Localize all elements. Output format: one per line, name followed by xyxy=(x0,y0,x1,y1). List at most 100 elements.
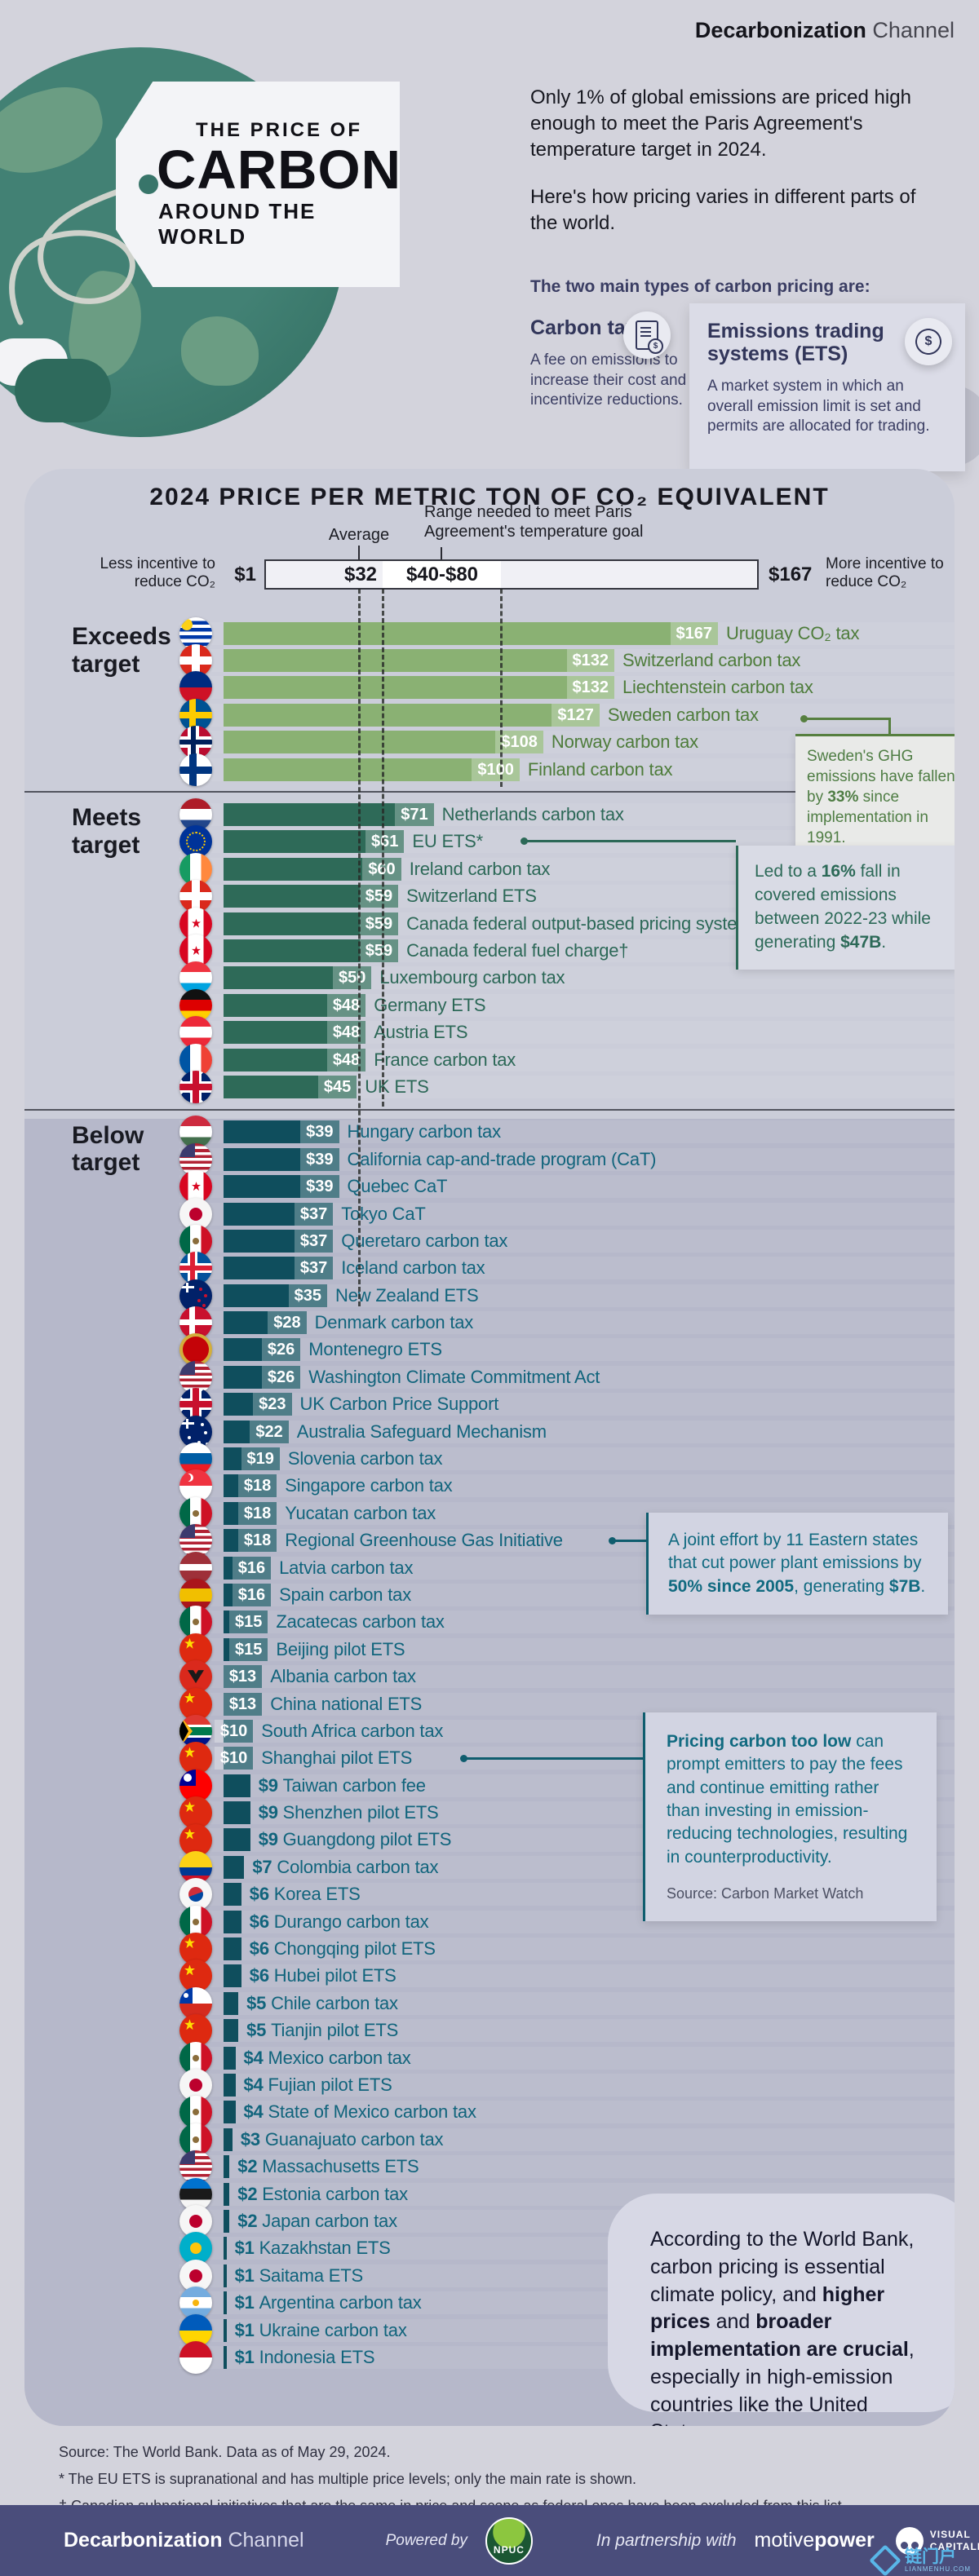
price-label: $4 xyxy=(243,2074,268,2095)
hu-flag-icon xyxy=(179,1116,212,1149)
section-label: Below target xyxy=(72,1121,144,1177)
program-label: UK Carbon Price Support xyxy=(299,1394,499,1415)
price-label: $71 xyxy=(395,803,434,827)
us-flag-icon xyxy=(179,1360,212,1394)
program-label: Australia Safeguard Mechanism xyxy=(296,1421,547,1442)
callout-source: Source: Carbon Market Watch xyxy=(667,1885,864,1902)
jp-flag-icon xyxy=(179,2069,212,2102)
program-label: Denmark carbon tax xyxy=(314,1312,474,1333)
price-bar xyxy=(224,2046,236,2070)
bar-row: $5 Chile carbon tax xyxy=(179,1986,955,2020)
ets-title: Emissions trading systems (ETS) xyxy=(707,320,884,365)
carbon-tax-icon-circle: $ xyxy=(623,312,671,359)
price-bar: $59 xyxy=(224,912,399,935)
price-bar: $35 xyxy=(224,1284,327,1307)
us-flag-icon xyxy=(179,2150,212,2184)
mx-flag-icon xyxy=(179,2123,212,2156)
program-label: $9 Shenzhen pilot ETS xyxy=(258,1802,439,1823)
price-bar: $45 xyxy=(224,1075,357,1098)
price-label: $39 xyxy=(300,1147,339,1171)
footer-bar: Decarbonization Channel Powered by NPUC … xyxy=(0,2505,979,2576)
bar-row: $26 Washington Climate Commitment Act xyxy=(179,1360,955,1394)
price-bar xyxy=(224,2019,239,2043)
bar-row: $3 Guanajuato carbon tax xyxy=(179,2123,955,2156)
rggi-callout-line xyxy=(614,1540,646,1542)
price-label: $15 xyxy=(229,1637,268,1661)
section-divider xyxy=(24,1108,955,1111)
price-bar: $39 xyxy=(224,1120,339,1144)
paris-range-caption: Range needed to meet Paris Agreement's t… xyxy=(424,503,644,541)
price-label: $5 xyxy=(246,1992,272,2013)
jp-flag-icon xyxy=(179,1197,212,1231)
ua-flag-icon xyxy=(179,2313,212,2347)
price-bar: $15 xyxy=(224,1637,268,1661)
cn-flag-icon xyxy=(179,1742,212,1775)
bar-row: $39 California cap-and-trade program (CaT… xyxy=(179,1142,955,1176)
bar-row: $15 Zacatecas carbon tax xyxy=(179,1606,955,1639)
price-label: $1 xyxy=(234,2346,259,2367)
bar-row: $127 Sweden carbon tax xyxy=(179,698,955,731)
program-label: $6 Chongqing pilot ETS xyxy=(249,1938,436,1960)
price-label: $9 xyxy=(258,1774,283,1796)
bar-row: $15 Beijing pilot ETS xyxy=(179,1633,955,1666)
footer-brand[interactable]: Decarbonization Channel xyxy=(64,2529,304,2552)
price-bar: $16 xyxy=(224,1556,272,1580)
page-title: CARBON xyxy=(156,139,402,201)
price-bar: $167 xyxy=(224,621,718,645)
uy-flag-icon xyxy=(179,616,212,650)
us-flag-icon xyxy=(179,1524,212,1558)
motivepower-logo-light: motive xyxy=(754,2529,815,2552)
visual-capitalist-logo[interactable]: VISUAL CAPITALIST xyxy=(895,2526,979,2555)
price-label: $5 xyxy=(246,2020,272,2041)
program-label: Shanghai pilot ETS xyxy=(261,1748,413,1769)
se-flag-icon xyxy=(179,698,212,731)
price-label: $35 xyxy=(288,1284,327,1307)
motivepower-logo[interactable]: motivepower xyxy=(755,2529,875,2552)
ets-description: A market system in which an overall emis… xyxy=(707,378,930,435)
price-bar: $60 xyxy=(224,857,401,881)
price-label: $1 xyxy=(234,2292,259,2313)
bar-row: $37 Tokyo CaT xyxy=(179,1197,955,1231)
bar-row: $48 Austria ETS xyxy=(179,1016,955,1049)
program-label: Hungary carbon tax xyxy=(347,1121,502,1142)
price-label: $6 xyxy=(249,1938,274,1960)
kr-flag-icon xyxy=(179,1878,212,1911)
program-label: Canada federal output-based pricing syst… xyxy=(406,912,762,934)
title-line3: AROUND THE WORLD xyxy=(158,199,317,250)
program-label: UK ETS xyxy=(365,1076,429,1097)
bar-row: $4 Mexico carbon tax xyxy=(179,2041,955,2074)
price-bar: $59 xyxy=(224,885,399,908)
eu-callout-dot xyxy=(521,837,528,845)
price-label: $132 xyxy=(566,676,614,700)
price-bar xyxy=(224,2237,227,2260)
price-bar xyxy=(224,1774,250,1797)
program-label: California cap-and-trade program (CaT) xyxy=(347,1148,657,1169)
price-bar: $100 xyxy=(224,758,520,781)
continent-shape xyxy=(181,316,259,386)
bar-row: $5 Tianjin pilot ETS xyxy=(179,2014,955,2048)
program-label: $6 Durango carbon tax xyxy=(249,1911,429,1932)
fr-flag-icon xyxy=(179,1043,212,1076)
price-label: $2 xyxy=(237,2210,263,2231)
price-bar: $71 xyxy=(224,803,434,827)
range-min-reference-line xyxy=(382,589,384,1107)
intro-paragraph-1: Only 1% of global emissions are priced h… xyxy=(530,86,911,161)
mx-flag-icon xyxy=(179,2096,212,2129)
npuc-logo[interactable]: NPUC xyxy=(485,2516,533,2565)
uk-flag-icon xyxy=(179,1070,212,1103)
paris-range-label: $40-$80 xyxy=(405,563,479,585)
price-label: $9 xyxy=(258,1802,283,1823)
brand-logo[interactable]: Decarbonization Channel xyxy=(695,18,955,43)
price-bar xyxy=(224,2345,227,2369)
bar-row: $2 Massachusetts ETS xyxy=(179,2150,955,2184)
price-bar xyxy=(224,2209,230,2233)
ca-flag-icon xyxy=(179,935,212,967)
program-label: $2 Japan carbon tax xyxy=(237,2210,397,2231)
price-label: $7 xyxy=(252,1856,277,1877)
program-label: $6 Hubei pilot ETS xyxy=(249,1965,396,1986)
price-label: $18 xyxy=(237,1529,277,1553)
bar-row: $59 Canada federal fuel charge† xyxy=(179,935,955,967)
jp-flag-icon xyxy=(179,2259,212,2292)
price-bar xyxy=(224,1855,245,1879)
